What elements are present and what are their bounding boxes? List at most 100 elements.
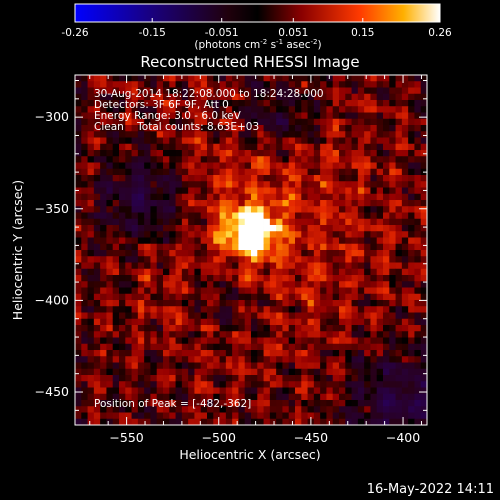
heatmap-cell bbox=[232, 150, 239, 157]
heatmap-cell bbox=[244, 368, 252, 376]
heatmap-cell bbox=[301, 281, 308, 288]
heatmap-cell bbox=[156, 393, 164, 401]
heatmap-cell bbox=[175, 200, 183, 207]
heatmap-cell bbox=[320, 406, 327, 413]
heatmap-cell bbox=[313, 293, 321, 301]
heatmap-cell bbox=[131, 393, 139, 401]
heatmap-cell bbox=[125, 131, 132, 138]
heatmap-cell bbox=[200, 287, 208, 295]
heatmap-cell bbox=[75, 131, 82, 138]
heatmap-cell bbox=[112, 200, 120, 207]
heatmap-cell bbox=[194, 112, 202, 120]
heatmap-cell bbox=[269, 306, 277, 313]
heatmap-cell bbox=[301, 175, 308, 182]
heatmap-cell bbox=[75, 300, 82, 307]
heatmap-cell bbox=[75, 356, 82, 363]
heatmap-cell bbox=[320, 187, 327, 195]
heatmap-cell bbox=[194, 287, 202, 295]
heatmap-cell bbox=[370, 293, 378, 301]
heatmap-cell bbox=[137, 125, 145, 132]
heatmap-cell bbox=[295, 356, 302, 363]
heatmap-cell bbox=[125, 137, 132, 145]
heatmap-cell bbox=[87, 125, 95, 132]
heatmap-cell bbox=[263, 412, 271, 420]
heatmap-cell bbox=[207, 212, 214, 220]
heatmap-cell bbox=[332, 268, 340, 276]
heatmap-cell bbox=[131, 193, 139, 201]
heatmap-cell bbox=[326, 237, 334, 245]
heatmap-cell bbox=[175, 231, 183, 238]
heatmap-cell bbox=[251, 206, 258, 213]
heatmap-cell bbox=[169, 300, 176, 307]
heatmap-cell bbox=[263, 312, 271, 320]
heatmap-cell bbox=[188, 206, 195, 213]
heatmap-cell bbox=[395, 393, 403, 401]
heatmap-cell bbox=[194, 87, 202, 95]
heatmap-cell bbox=[257, 168, 264, 176]
heatmap-cell bbox=[257, 225, 264, 232]
heatmap-cell bbox=[383, 337, 390, 345]
heatmap-cell bbox=[106, 187, 114, 195]
heatmap-cell bbox=[251, 87, 258, 95]
heatmap-cell bbox=[163, 150, 170, 157]
heatmap-cell bbox=[93, 375, 101, 382]
heatmap-cell bbox=[175, 175, 183, 182]
heatmap-cell bbox=[125, 325, 132, 332]
heatmap-cell bbox=[81, 368, 88, 376]
heatmap-cell bbox=[320, 112, 327, 120]
heatmap-cell bbox=[313, 418, 321, 426]
heatmap-cell bbox=[225, 281, 233, 288]
heatmap-cell bbox=[313, 387, 321, 395]
heatmap-cell bbox=[339, 112, 346, 120]
heatmap-cell bbox=[276, 325, 283, 332]
heatmap-cell bbox=[137, 225, 145, 232]
heatmap-cell bbox=[119, 187, 126, 195]
heatmap-cell bbox=[269, 343, 277, 351]
heatmap-cell bbox=[320, 262, 327, 270]
heatmap-cell bbox=[175, 400, 183, 407]
heatmap-cell bbox=[345, 150, 352, 157]
heatmap-cell bbox=[232, 356, 239, 363]
heatmap-cell bbox=[301, 412, 308, 420]
heatmap-cell bbox=[87, 331, 95, 338]
heatmap-cell bbox=[376, 168, 384, 176]
heatmap-cell bbox=[225, 387, 233, 395]
heatmap-cell bbox=[326, 175, 334, 182]
heatmap-cell bbox=[75, 368, 82, 376]
heatmap-cell bbox=[376, 312, 384, 320]
heatmap-cell bbox=[225, 106, 233, 113]
heatmap-cell bbox=[414, 325, 422, 332]
heatmap-cell bbox=[401, 162, 409, 170]
heatmap-cell bbox=[119, 318, 126, 326]
heatmap-cell bbox=[364, 312, 371, 320]
heatmap-cell bbox=[288, 312, 296, 320]
heatmap-cell bbox=[163, 237, 170, 245]
heatmap-cell bbox=[313, 393, 321, 401]
heatmap-cell bbox=[320, 237, 327, 245]
heatmap-cell bbox=[150, 387, 158, 395]
heatmap-cell bbox=[401, 356, 409, 363]
heatmap-cell bbox=[194, 412, 202, 420]
axis-ticks: −550 −500 −450 −400−300−350−400−450 bbox=[35, 75, 427, 445]
heatmap-cell bbox=[420, 106, 428, 113]
heatmap-cell bbox=[364, 181, 371, 188]
heatmap-cell bbox=[75, 231, 82, 238]
heatmap-cell bbox=[395, 368, 403, 376]
heatmap-cell bbox=[351, 337, 359, 345]
heatmap-cell bbox=[188, 412, 195, 420]
heatmap-cell bbox=[357, 356, 365, 363]
heatmap-cell bbox=[156, 175, 164, 182]
heatmap-cell bbox=[131, 350, 139, 357]
heatmap-cell bbox=[75, 312, 82, 320]
heatmap-cell bbox=[420, 118, 428, 126]
heatmap-cell bbox=[219, 343, 227, 351]
heatmap-cell bbox=[125, 393, 132, 401]
heatmap-cell bbox=[364, 137, 371, 145]
heatmap-cell bbox=[383, 331, 390, 338]
heatmap-cell bbox=[144, 362, 151, 370]
heatmap-cell bbox=[269, 75, 277, 82]
heatmap-cell bbox=[93, 106, 101, 113]
chart-title: Reconstructed RHESSI Image bbox=[140, 53, 359, 71]
heatmap-cell bbox=[357, 400, 365, 407]
heatmap-cell bbox=[137, 93, 145, 101]
